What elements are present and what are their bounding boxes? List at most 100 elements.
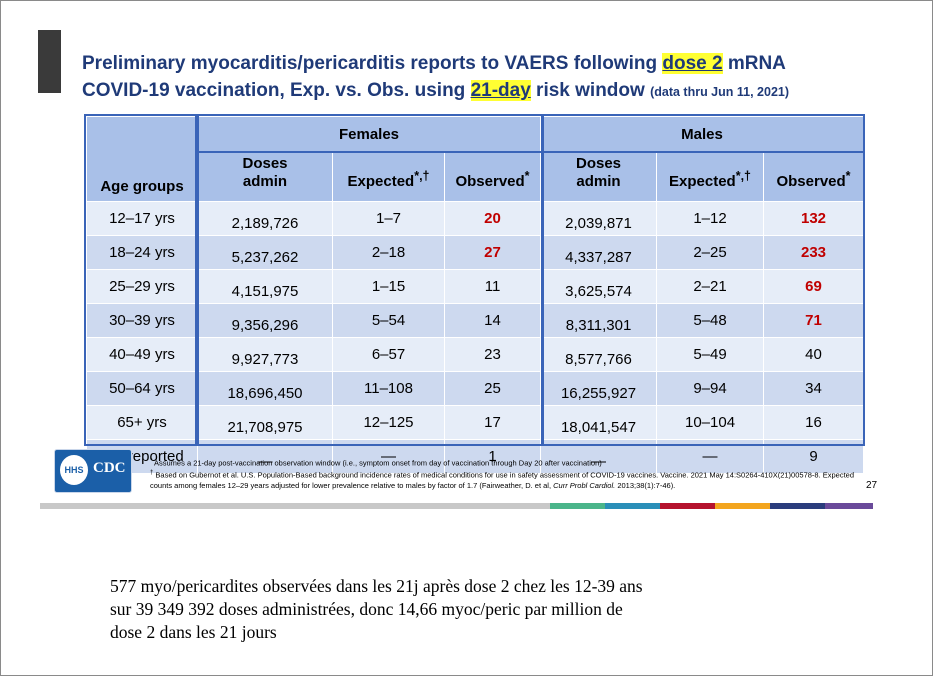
table-row: 40–49 yrs 9,927,773 6–57 23 8,577,766 5–49 40: [86, 337, 865, 372]
cell-m-obs: 132: [763, 201, 865, 236]
header-male-observed: Observed*: [763, 151, 865, 202]
cell-age: 50–64 yrs: [86, 371, 198, 406]
cell-f-exp: 5–54: [332, 303, 445, 338]
cell-m-exp: 9–94: [656, 371, 765, 406]
title-text: mRNA: [722, 53, 786, 74]
cell-f-obs: 23: [443, 337, 542, 372]
hhs-seal-icon: HHS: [60, 455, 88, 485]
header-doses-line2: admin: [576, 173, 621, 190]
cell-f-doses: 21,708,975: [197, 405, 333, 440]
title-highlight-window: 21-day: [470, 80, 531, 101]
accent-bar: [38, 30, 61, 93]
header-male-expected: Expected*,†: [656, 151, 765, 202]
caption-line: dose 2 dans les 21 jours: [110, 622, 277, 642]
caption-line: sur 39 349 392 doses administrées, donc …: [110, 599, 623, 619]
header-doses-line2: admin: [242, 173, 288, 190]
cell-f-doses: 9,927,773: [197, 337, 333, 372]
stripe-segment: [825, 503, 873, 509]
cell-m-doses: 8,311,301: [540, 303, 658, 338]
cell-m-doses: 8,577,766: [540, 337, 658, 372]
cell-m-obs: 233: [763, 235, 865, 270]
slide-title: Preliminary myocarditis/pericarditis rep…: [82, 50, 862, 106]
header-observed-text: Observed: [776, 173, 846, 190]
footnote-2: † Based on Gubernot et al. U.S. Populati…: [150, 468, 855, 491]
cell-age: 30–39 yrs: [86, 303, 198, 338]
stripe-segment: [550, 503, 605, 509]
footnote-text: Assumes a 21-day post-vaccination observ…: [152, 458, 602, 468]
header-expected-sup: *,†: [414, 169, 430, 183]
color-stripe: [40, 503, 873, 509]
caption: 577 myo/pericardites observées dans les …: [110, 575, 830, 644]
header-females: Females: [196, 116, 542, 153]
cell-f-obs: 25: [443, 371, 542, 406]
cell-m-exp: 2–21: [656, 269, 765, 304]
table-row: 30–39 yrs 9,356,296 5–54 14 8,311,301 5–48 71: [86, 303, 865, 338]
cell-f-doses: 2,189,726: [197, 201, 333, 236]
cell-m-obs: 69: [763, 269, 865, 304]
table-body: 12–17 yrs 2,189,726 1–7 20 2,039,871 1–12 132 1…: [86, 201, 865, 474]
title-text: risk window: [530, 80, 651, 101]
cell-f-exp: 11–108: [332, 371, 445, 406]
stripe-segment: [660, 503, 715, 509]
header-observed-sup: *: [524, 169, 530, 183]
header-age-groups: Age groups: [86, 116, 198, 202]
cell-m-doses: 3,625,574: [540, 269, 658, 304]
cell-f-obs: 11: [443, 269, 542, 304]
cell-age: 65+ yrs: [86, 405, 198, 440]
cell-m-doses: 16,255,927: [540, 371, 658, 406]
cdc-logo: HHS CDC: [54, 449, 132, 493]
footnote-symbol: †: [150, 470, 154, 476]
footnote-1: * Assumes a 21-day post-vaccination obse…: [150, 456, 855, 469]
cell-m-doses: 4,337,287: [540, 235, 658, 270]
caption-line: 577 myo/pericardites observées dans les …: [110, 576, 643, 596]
footnote-symbol: *: [150, 458, 153, 464]
title-data-note: (data thru Jun 11, 2021): [650, 85, 790, 99]
cell-f-doses: 18,696,450: [197, 371, 333, 406]
header-observed-sup: *: [845, 169, 851, 183]
table-row: 65+ yrs 21,708,975 12–125 17 18,041,547 10–10…: [86, 405, 865, 440]
header-expected-sup: *,†: [735, 169, 752, 183]
cell-f-doses: 9,356,296: [197, 303, 333, 338]
cell-m-exp: 10–104: [656, 405, 765, 440]
header-male-doses: Doses admin: [540, 151, 658, 202]
cell-m-obs: 71: [763, 303, 865, 338]
table-row: 18–24 yrs 5,237,262 2–18 27 4,337,287 2–25 233: [86, 235, 865, 270]
page-number: 27: [866, 480, 878, 491]
cell-m-exp: 5–48: [656, 303, 765, 338]
header-males: Males: [540, 116, 865, 153]
header-female-observed: Observed*: [443, 151, 542, 202]
cell-f-obs: 20: [443, 201, 542, 236]
table-row: 12–17 yrs 2,189,726 1–7 20 2,039,871 1–12 132: [86, 201, 865, 236]
title-line-2: COVID-19 vaccination, Exp. vs. Obs. usin…: [82, 77, 862, 106]
cell-f-exp: 1–7: [332, 201, 445, 236]
cell-f-exp: 12–125: [332, 405, 445, 440]
cell-f-exp: 2–18: [332, 235, 445, 270]
cell-age: 12–17 yrs: [86, 201, 198, 236]
title-text: Preliminary myocarditis/pericarditis rep…: [82, 53, 663, 74]
cell-f-exp: 1–15: [332, 269, 445, 304]
cell-f-exp: 6–57: [332, 337, 445, 372]
cell-age: 18–24 yrs: [86, 235, 198, 270]
cell-m-exp: 1–12: [656, 201, 765, 236]
stripe-segment: [715, 503, 770, 509]
title-text: COVID-19 vaccination, Exp. vs. Obs. usin…: [82, 80, 471, 101]
cell-f-obs: 17: [443, 405, 542, 440]
cell-m-exp: 2–25: [656, 235, 765, 270]
stripe-segment: [605, 503, 660, 509]
cell-f-doses: 4,151,975: [197, 269, 333, 304]
myocarditis-table: Age groups Females Males Doses admin Expe…: [86, 116, 865, 474]
header-doses-line1: Doses: [242, 155, 288, 172]
cell-m-doses: 2,039,871: [540, 201, 658, 236]
title-highlight-dose: dose 2: [662, 53, 723, 74]
header-female-expected: Expected*,†: [332, 151, 445, 202]
table-row: 50–64 yrs 18,696,450 11–108 25 16,255,927 9–9…: [86, 371, 865, 406]
cell-f-obs: 27: [443, 235, 542, 270]
footnote-text: Based on Gubernot et al. U.S. Population…: [150, 470, 855, 490]
header-female-doses: Doses admin: [197, 151, 333, 202]
cell-m-obs: 16: [763, 405, 865, 440]
header-expected-text: Expected: [669, 173, 736, 190]
cell-m-obs: 40: [763, 337, 865, 372]
footnote-journal: Curr Probl Cardiol.: [553, 480, 616, 490]
header-doses-line1: Doses: [576, 155, 622, 172]
cell-m-doses: 18,041,547: [540, 405, 658, 440]
